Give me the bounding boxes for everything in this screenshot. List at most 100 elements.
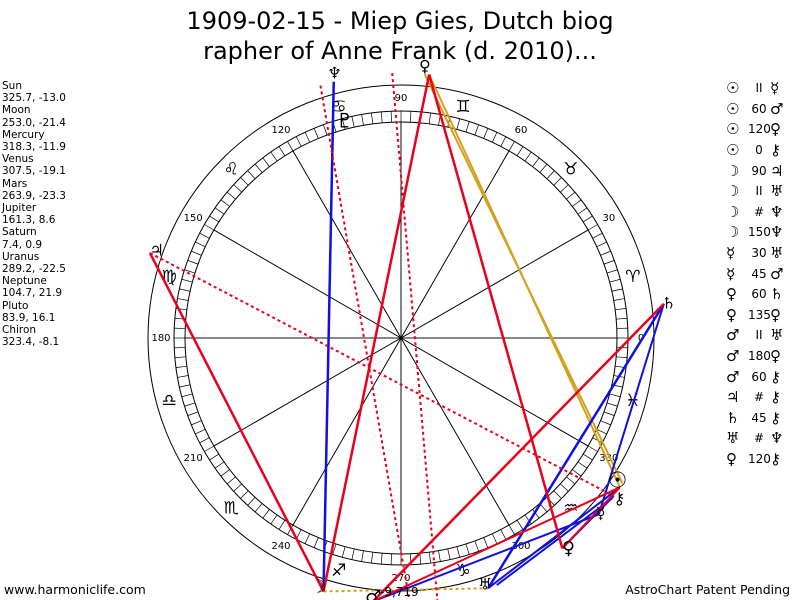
degree-tick (524, 151, 532, 162)
degree-label: 330 (599, 453, 618, 464)
zodiac-sign-glyph: ♉ (563, 159, 578, 179)
position-name: Moon (2, 104, 31, 117)
degree-tick (572, 469, 582, 477)
degree-label: 210 (184, 453, 203, 464)
degree-tick (587, 445, 598, 452)
aspect-list: ☉ II ☿ ☉ 60 ♂ ☉ 120 ♀ ☉ 0 ⚷ ☽ 90 ♃ ☽ II ♅ ☽ # ♆ ☽ 150 ♆ ☿ 30 ♅ ☿ 45 ♂… (726, 78, 800, 469)
aspect-line (487, 486, 621, 590)
aspect-planet-1: ☿ (726, 264, 736, 283)
aspect-type: # (753, 204, 765, 219)
degree-tick (278, 146, 286, 157)
aspect-planet-1: ☽ (726, 202, 740, 221)
degree-tick (616, 317, 628, 320)
degree-tick (262, 157, 270, 167)
aspect-line (561, 486, 621, 549)
degree-tick (175, 365, 187, 368)
degree-tick (491, 533, 498, 544)
degree-tick (295, 136, 302, 147)
degree-tick (313, 128, 319, 139)
degree-tick (195, 241, 206, 248)
degree-tick (199, 232, 210, 239)
position-coords: 323.4, -8.1 (2, 336, 60, 349)
aspect-planet-1: ♀ (726, 449, 737, 468)
degree-tick (254, 503, 263, 513)
aspect-row: ☽ II ♅ (726, 181, 800, 202)
position-coords: 289.2, -22.5 (2, 263, 66, 276)
degree-tick (508, 524, 515, 535)
position-name: Mercury (2, 128, 45, 141)
jupiter-glyph: ♃ (149, 240, 163, 259)
aspect-planet-2: ♀ (770, 347, 781, 366)
degree-tick (609, 393, 621, 398)
aspect-planet-2: ⚷ (770, 408, 781, 427)
aspect-type: 120 (748, 451, 771, 466)
venus-glyph: ♀ (419, 56, 431, 75)
position-name: Sun (2, 80, 22, 92)
aspect-planet-2: ♂ (770, 264, 784, 283)
aspect-planet-2: ☿ (770, 79, 780, 98)
aspect-row: ♅ # ♆ (726, 428, 800, 449)
position-name: Saturn (2, 226, 37, 239)
aspect-planet-1: ☽ (726, 223, 740, 242)
degree-tick (341, 118, 346, 130)
degree-tick (181, 278, 193, 283)
degree-tick (214, 461, 225, 469)
zodiac-sign-glyph: ♊ (455, 97, 470, 117)
degree-tick (616, 356, 628, 359)
saturn-glyph: ♄ (662, 293, 676, 312)
degree-tick (226, 191, 236, 200)
degree-tick (596, 241, 607, 248)
pluto-glyph: ♇ (336, 108, 354, 132)
degree-tick (177, 375, 189, 378)
zodiac-sign-glyph: ♎ (162, 391, 177, 411)
degree-tick (508, 141, 515, 152)
aspect-line (496, 497, 613, 586)
degree-tick (603, 260, 615, 265)
degree-tick (361, 114, 364, 126)
position-coords: 325.7, -13.0 (2, 92, 66, 105)
neptune-glyph: ♆ (327, 64, 341, 83)
aspect-line (319, 85, 411, 600)
zodiac-sign-glyph: ♈ (625, 267, 640, 287)
degree-tick (287, 141, 294, 152)
position-name: Venus (2, 153, 34, 166)
degree-tick (465, 543, 470, 555)
degree-tick (179, 288, 191, 292)
degree-label: 60 (515, 125, 528, 136)
position-coords: 263.9, -23.3 (2, 189, 66, 202)
degree-tick (270, 514, 278, 525)
degree-tick (553, 177, 562, 186)
aspect-line (372, 302, 665, 600)
aspect-planet-2: ♂ (770, 99, 784, 118)
degree-tick (609, 278, 621, 283)
aspect-line (373, 513, 600, 600)
position-name: Pluto (2, 299, 29, 312)
aspect-type: 60 (751, 287, 767, 302)
degree-tick (456, 546, 461, 558)
degree-label: 300 (511, 541, 530, 552)
aspect-type: 180 (748, 349, 771, 364)
degree-tick (247, 170, 256, 179)
aspect-type: # (753, 390, 765, 405)
aspect-type: 45 (751, 410, 767, 425)
aspect-line (487, 303, 665, 589)
aspect-planet-1: ♃ (726, 388, 740, 407)
degree-tick (247, 497, 256, 506)
aspect-row: ♀ 60 ♄ (726, 284, 800, 305)
aspect-type: 60 (751, 101, 767, 116)
aspect-planet-2: ♅ (770, 182, 784, 201)
zodiac-sign-glyph: ♏ (224, 499, 239, 519)
degree-tick (566, 191, 576, 200)
degree-tick (438, 550, 441, 562)
aspect-planet-1: ☽ (726, 182, 740, 201)
degree-tick (179, 384, 191, 388)
degree-tick (254, 163, 263, 173)
website-footer[interactable]: www.harmoniclife.com (4, 582, 146, 597)
degree-tick (262, 509, 270, 519)
aspect-row: ☽ # ♆ (726, 202, 800, 223)
aspect-planet-2: ⚷ (770, 449, 781, 468)
degree-label: 180 (151, 333, 170, 344)
degree-tick (204, 445, 215, 452)
degree-tick (199, 437, 210, 444)
aspect-row: ♄ 45 ⚷ (726, 408, 800, 429)
